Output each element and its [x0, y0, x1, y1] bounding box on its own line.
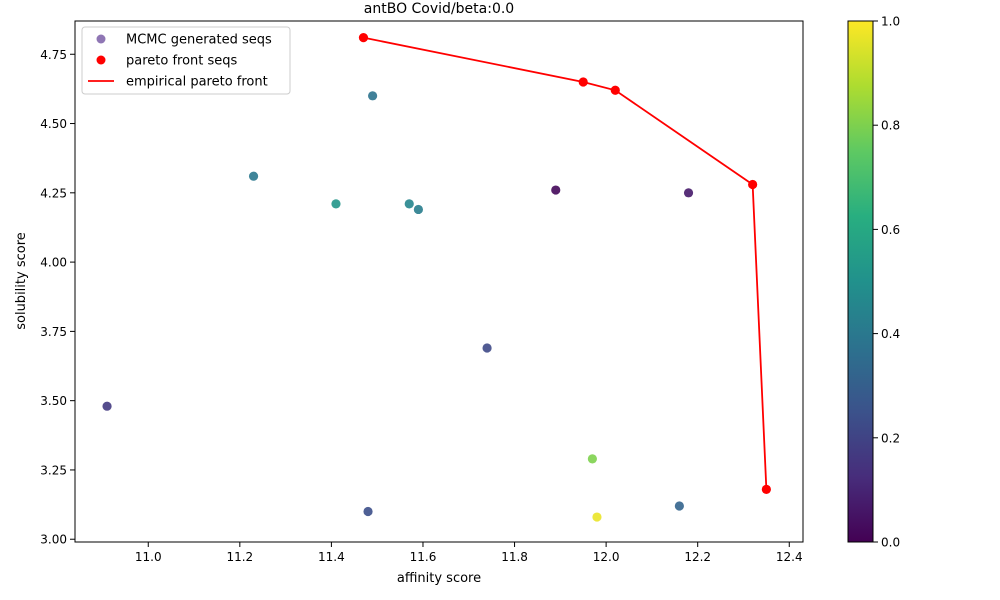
mcmc-point: [413, 204, 423, 215]
y-axis-label: solubility score: [14, 232, 29, 330]
legend: MCMC generated seqs pareto front seqs em…: [81, 26, 291, 95]
colorbar-tick-label: 0.6: [881, 223, 900, 237]
y-tick-label: 4.75: [40, 48, 67, 62]
legend-box: [81, 26, 291, 95]
colorbar-tick-label: 0.8: [881, 119, 900, 133]
y-tick-label: 4.50: [40, 117, 67, 131]
x-tick-label: 11.4: [318, 550, 345, 564]
x-tick-label: 12.2: [684, 550, 711, 564]
y-axis-ticks: 3.00 3.25 3.50 3.75 4.00 4.25 4.50 4.75: [40, 48, 75, 547]
colorbar-tick-label: 0.2: [881, 431, 900, 445]
plot-frame: [74, 20, 804, 543]
x-tick-label: 11.8: [501, 550, 528, 564]
mcmc-point: [404, 199, 414, 209]
plot-area: 11.0 11.2 11.4 11.6 11.8 12.0 12.2 12.4 3.00 3.2…: [40, 20, 804, 564]
pareto-point: [358, 33, 369, 43]
mcmc-point: [248, 171, 259, 181]
pareto-point: [610, 85, 620, 95]
y-tick-label: 3.75: [40, 325, 67, 339]
pareto-point: [578, 77, 588, 87]
mcmc-point: [331, 199, 341, 209]
mcmc-point: [368, 91, 378, 101]
mcmc-points: [102, 91, 694, 522]
colorbar-tick-label: 1.0: [881, 15, 900, 29]
mcmc-point: [482, 343, 492, 353]
x-tick-label: 12.4: [776, 550, 803, 564]
x-tick-label: 11.2: [226, 550, 253, 564]
mcmc-point: [592, 512, 602, 522]
pareto-point: [761, 484, 771, 494]
y-tick-label: 3.50: [40, 394, 67, 408]
y-tick-label: 4.25: [40, 186, 67, 200]
y-tick-label: 3.25: [40, 463, 67, 477]
pareto-point: [748, 179, 758, 190]
colorbar-tick-label: 0.0: [881, 536, 900, 550]
legend-label-pareto: pareto front seqs: [126, 54, 238, 69]
colorbar: 0.0 0.2 0.4 0.6 0.8 1.0: [847, 15, 900, 550]
pareto-points: [358, 33, 771, 494]
x-tick-label: 11.0: [135, 550, 162, 564]
x-axis-ticks: 11.0 11.2 11.4 11.6 11.8 12.0 12.2 12.4: [135, 542, 803, 564]
colorbar-ticks: 0.0 0.2 0.4 0.6 0.8 1.0: [873, 15, 900, 550]
colorbar-tick-label: 0.4: [881, 327, 900, 341]
y-tick-label: 3.00: [40, 533, 67, 547]
mcmc-point: [683, 188, 694, 198]
mcmc-point: [102, 401, 112, 411]
legend-label-mcmc: MCMC generated seqs: [126, 33, 272, 48]
x-axis-label: affinity score: [397, 571, 481, 586]
y-tick-label: 4.00: [40, 256, 67, 270]
mcmc-point: [363, 506, 373, 517]
mcmc-point: [587, 454, 597, 464]
legend-label-front: empirical pareto front: [126, 75, 268, 90]
colorbar-gradient: [847, 20, 874, 543]
x-tick-label: 11.6: [410, 550, 437, 564]
chart-title: antBO Covid/beta:0.0: [364, 1, 514, 17]
mcmc-point: [551, 185, 561, 195]
x-tick-label: 12.0: [593, 550, 620, 564]
legend-marker-pareto: [96, 55, 106, 65]
legend-marker-mcmc: [96, 34, 106, 44]
mcmc-point: [674, 501, 684, 511]
